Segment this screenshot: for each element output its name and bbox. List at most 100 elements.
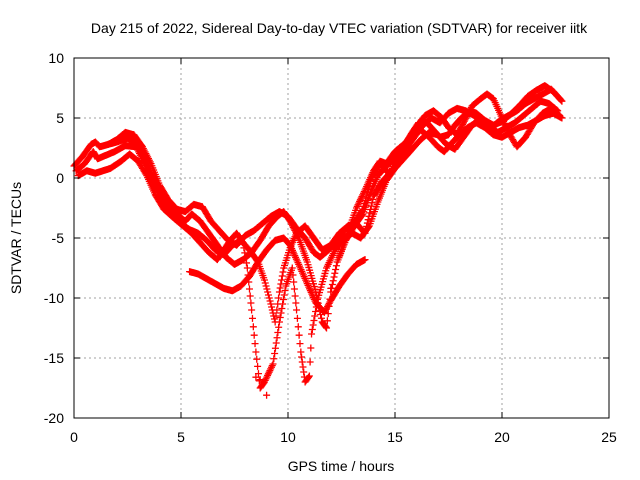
data-marker [292,299,300,307]
data-marker [263,391,271,399]
data-marker [395,159,403,167]
data-marker [459,119,467,127]
data-marker [290,278,298,286]
data-marker [306,358,314,366]
data-marker [311,312,319,320]
data-marker [268,303,276,311]
data-marker [458,122,466,130]
data-marker [323,324,331,332]
data-marker [268,362,276,370]
data-marker [310,317,318,324]
data-marker [267,363,275,371]
data-marker [555,94,563,102]
data-marker [251,340,259,348]
data-marker [556,95,564,103]
data-marker [247,299,255,307]
data-marker [280,291,288,299]
data-marker [398,153,406,161]
data-marker [281,287,289,294]
data-marker [272,312,280,320]
data-marker [291,292,299,300]
x-tick-label: 10 [280,429,296,445]
data-marker [393,162,401,170]
data-marker [330,273,338,281]
data-marker [321,307,329,315]
y-tick-label: -10 [44,290,64,306]
data-marker [399,151,407,159]
data-marker [273,306,281,314]
x-tick-label: 15 [387,429,403,445]
data-marker [295,331,303,339]
data-marker [255,377,263,385]
data-marker [261,376,269,384]
data-marker [240,244,248,252]
y-tick-label: 10 [48,50,64,66]
data-marker [263,285,271,293]
y-tick-label: -5 [52,230,65,246]
data-marker [355,199,363,207]
data-marker [332,262,340,270]
data-marker [254,362,262,370]
data-marker [394,160,402,168]
data-marker [271,344,279,352]
data-marker [323,317,331,325]
data-marker [250,331,258,339]
data-marker [242,254,250,262]
data-marker [290,285,298,293]
data-marker [243,264,251,272]
data-marker [279,268,287,276]
data-marker [322,323,330,331]
data-marker [457,123,465,131]
data-marker [294,323,302,331]
data-marker [395,157,403,165]
data-marker [249,323,257,331]
data-marker [265,294,273,302]
data-marker [274,329,282,336]
data-marker [245,285,253,293]
data-marker [297,348,305,356]
data-marker [272,339,280,347]
data-marker [368,199,376,207]
chart-title: Day 215 of 2022, Sidereal Day-to-day VTE… [91,20,588,36]
data-marker [353,202,361,210]
data-marker [261,279,269,287]
data-marker [246,292,254,300]
data-marker [308,326,316,333]
data-marker [263,373,271,381]
data-marker [262,282,270,290]
data-marker [252,348,260,356]
data-marker [359,189,367,197]
data-marker [357,194,365,202]
data-marker [367,202,375,210]
data-marker [400,148,408,156]
data-marker [248,314,256,322]
data-marker [461,116,469,124]
data-marker [296,340,304,348]
data-marker [278,305,286,312]
data-marker [248,306,256,314]
data-marker [253,355,261,363]
data-marker [460,117,468,125]
data-marker [264,291,272,299]
data-marker [260,276,268,284]
data-marker [327,284,335,292]
data-marker [366,209,374,217]
data-marker [270,355,278,363]
data-marker [267,365,275,373]
data-marker [308,330,316,338]
data-marker [269,360,277,368]
data-marker [275,288,283,296]
data-marker [324,301,332,309]
data-marker [359,191,367,199]
data-marker [256,376,264,384]
data-marker [397,154,405,162]
data-marker [264,288,272,296]
data-marker [354,201,362,209]
data-marker [276,314,284,321]
data-marker [323,304,331,312]
axis-ticks: 0 5 10 15 20 25 10 5 0 -5 -10 -15 -20 [44,50,617,445]
data-marker [275,318,283,326]
x-axis-label: GPS time / hours [288,458,395,474]
data-marker [269,309,277,317]
